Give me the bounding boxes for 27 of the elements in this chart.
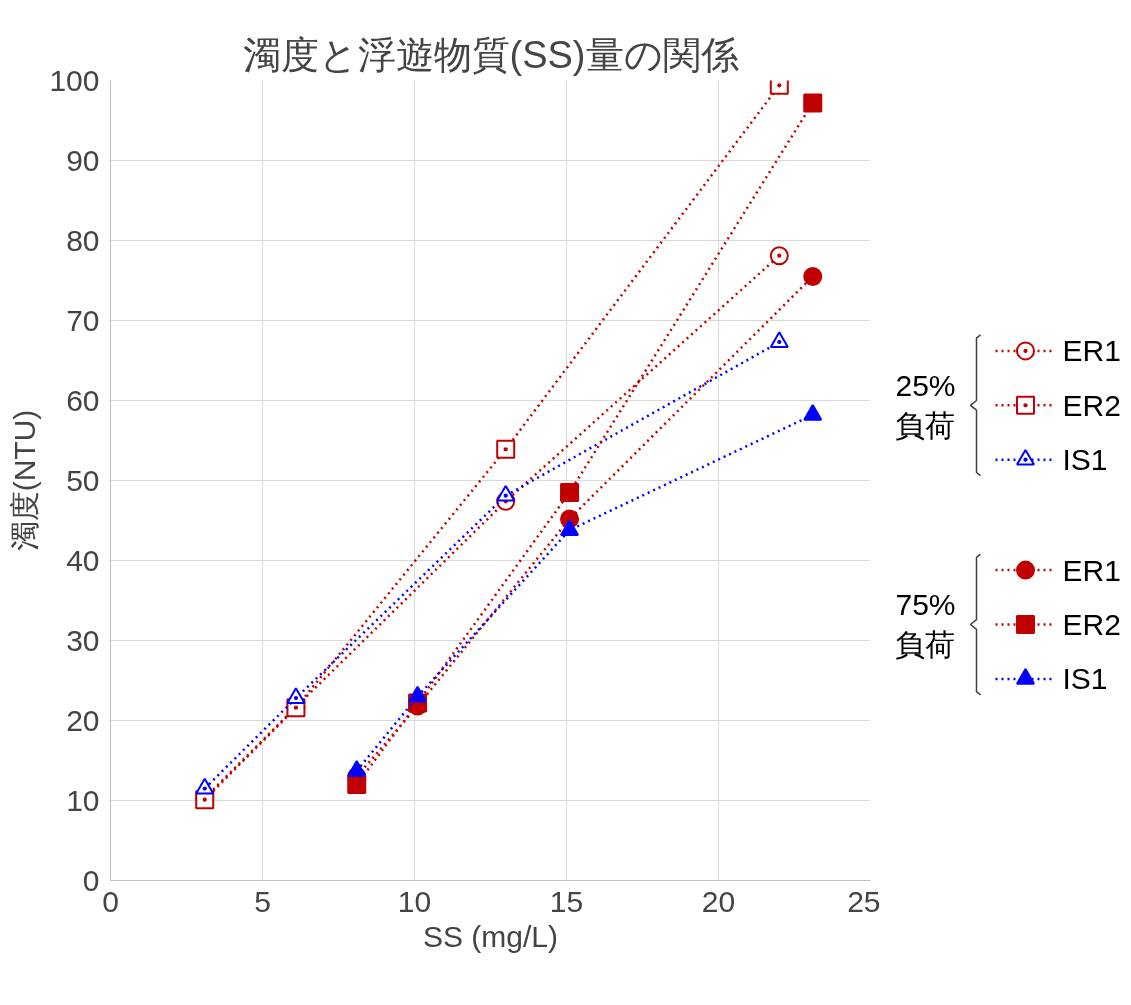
y-tick-label: 40: [66, 543, 100, 577]
x-tick-label: 20: [701, 884, 736, 918]
y-tick-label: 10: [66, 783, 100, 817]
text: 25% 負荷: [895, 369, 956, 442]
legend-label: IS1: [1062, 662, 1108, 696]
y-tick-label: 60: [66, 383, 100, 417]
legend-label: ER1: [1062, 553, 1121, 587]
x-tick-label: 10: [397, 884, 432, 918]
text: 75% 負荷: [895, 588, 956, 661]
y-tick-label: 50: [66, 463, 100, 497]
y-tick-label: 30: [66, 623, 100, 657]
x-axis-title: SS (mg/L): [422, 919, 559, 953]
chart-title: 濁度と浮遊物質(SS)量の関係: [242, 33, 739, 76]
y-tick-label: 20: [66, 703, 100, 737]
x-tick-label: 15: [549, 884, 584, 918]
y-tick-label: 100: [49, 63, 100, 97]
y-tick-label: 80: [66, 223, 100, 257]
legend-label: ER2: [1062, 608, 1121, 641]
y-axis-title: 濁度(NTU): [8, 409, 42, 552]
y-tick-label: 90: [66, 143, 100, 177]
x-tick-label: 5: [254, 884, 271, 918]
y-tick-label: 0: [82, 863, 100, 897]
y-tick-label: 70: [66, 303, 100, 337]
legend-label: ER2: [1062, 388, 1121, 422]
legend-label: ER1: [1062, 334, 1121, 368]
legend-label: IS1: [1062, 443, 1108, 477]
x-tick-label: 25: [847, 884, 881, 918]
